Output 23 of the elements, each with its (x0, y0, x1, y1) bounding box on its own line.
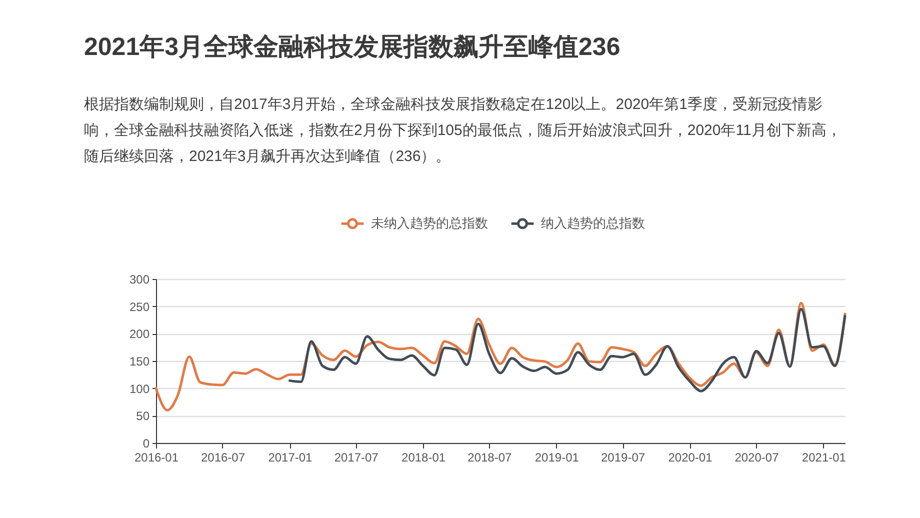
x-tick-label: 2018-01 (402, 450, 446, 464)
y-tick-label: 100 (129, 382, 150, 396)
x-tick-label: 2021-01 (802, 450, 846, 464)
y-tick-label: 150 (129, 354, 150, 368)
y-tick-label: 50 (136, 409, 150, 424)
line-series (288, 308, 846, 392)
x-tick-label: 2020-01 (668, 450, 713, 464)
chart-title: 2021年3月全球金融科技发展指数飙升至峰值236 (84, 33, 620, 61)
y-tick-label: 300 (129, 272, 150, 286)
legend-label: 纳入趋势的总指数 (541, 216, 645, 231)
y-tick-label: 200 (129, 327, 150, 342)
y-tick-label: 250 (129, 300, 150, 314)
x-tick-label: 2017-07 (334, 450, 379, 464)
y-tick-label: 0 (142, 436, 150, 450)
x-tick-label: 2017-01 (268, 450, 313, 464)
x-tick-label: 2019-01 (534, 450, 580, 464)
x-tick-label: 2016-07 (200, 450, 246, 464)
x-tick-label: 2016-01 (134, 450, 179, 464)
x-tick-label: 2018-07 (468, 450, 512, 464)
chart-subtitle: 根据指数编制规则，自2017年3月开始，全球金融科技发展指数稳定在120以上。2020年第1季度，受新冠疫情影响，全球金融科技融资陷入低迷，指数在2月份下探到105的最低点，随后开始波浪式回升，2020年11月创下新高，随后继续回落，2021年3月飙升再次达到峰值（236）。 (84, 96, 842, 165)
x-tick-label: 2019-07 (600, 450, 646, 464)
x-tick-label: 2020-07 (734, 450, 780, 464)
legend-label: 未纳入趋势的总指数 (371, 216, 488, 231)
